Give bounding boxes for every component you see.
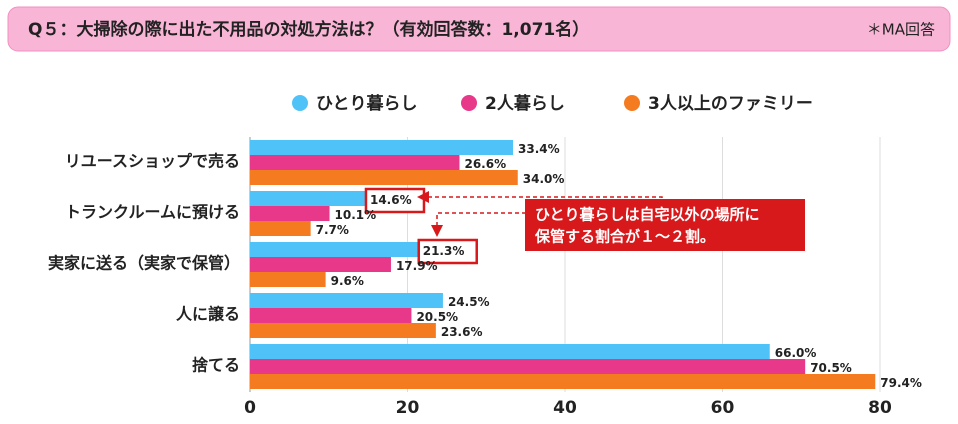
data-label: 10.1% bbox=[335, 208, 377, 222]
data-label: 14.6% bbox=[370, 193, 412, 207]
bar bbox=[250, 344, 770, 359]
data-label: 21.3% bbox=[423, 244, 465, 258]
bar bbox=[250, 242, 418, 257]
bar bbox=[250, 272, 326, 287]
bar bbox=[250, 374, 876, 389]
bar bbox=[250, 206, 330, 221]
annotation-box bbox=[525, 199, 805, 251]
legend-marker bbox=[624, 95, 640, 111]
title-banner bbox=[7, 6, 951, 52]
y-tick-label: リユースショップで売る bbox=[65, 152, 240, 171]
bar bbox=[250, 191, 365, 206]
legend-marker bbox=[461, 95, 477, 111]
data-label: 33.4% bbox=[518, 142, 560, 156]
annotation-arrow bbox=[431, 212, 526, 237]
data-label: 17.9% bbox=[396, 259, 438, 273]
bar bbox=[250, 155, 460, 170]
chart-title: Q５：大掃除の際に出た不用品の対処方法は？（有効回答数：1,071名） bbox=[28, 19, 589, 40]
bar bbox=[250, 140, 514, 155]
bar bbox=[250, 359, 806, 374]
data-label: 20.5% bbox=[416, 310, 458, 324]
y-tick-label: 実家に送る（実家で保管） bbox=[48, 254, 240, 273]
x-tick-label: 0 bbox=[244, 398, 256, 418]
bar bbox=[250, 308, 412, 323]
x-tick-label: 20 bbox=[396, 398, 420, 418]
x-tick-label: 60 bbox=[711, 398, 735, 418]
data-label: 66.0% bbox=[775, 346, 817, 360]
y-tick-label: 人に譲る bbox=[176, 305, 240, 324]
highlight-box bbox=[417, 238, 478, 265]
bar bbox=[250, 293, 443, 308]
data-label: 70.5% bbox=[810, 361, 852, 375]
data-label: 79.4% bbox=[880, 376, 922, 390]
y-tick-label: トランクルームに預ける bbox=[65, 203, 240, 222]
bar bbox=[250, 257, 391, 272]
y-tick-label: 捨てる bbox=[192, 356, 240, 375]
legend-label: 2人暮らし bbox=[485, 93, 565, 114]
bar bbox=[250, 221, 311, 236]
x-tick-label: 40 bbox=[553, 398, 577, 418]
bar bbox=[250, 170, 518, 185]
legend-label: ひとり暮らし bbox=[316, 93, 418, 114]
bar bbox=[250, 323, 436, 338]
x-tick-label: 80 bbox=[868, 398, 892, 418]
note: ＊MA回答 bbox=[867, 21, 935, 39]
legend-label: 3人以上のファミリー bbox=[648, 94, 813, 114]
data-label: 9.6% bbox=[331, 274, 364, 288]
annotation-text: ひとり暮らしは自宅以外の場所に bbox=[535, 206, 760, 224]
data-label: 24.5% bbox=[448, 295, 490, 309]
data-label: 26.6% bbox=[464, 157, 506, 171]
data-label: 23.6% bbox=[441, 325, 483, 339]
annotation-text: 保管する割合が１～２割。 bbox=[534, 228, 715, 246]
legend-marker bbox=[292, 95, 308, 111]
data-label: 34.0% bbox=[523, 172, 565, 186]
data-label: 7.7% bbox=[316, 223, 349, 237]
